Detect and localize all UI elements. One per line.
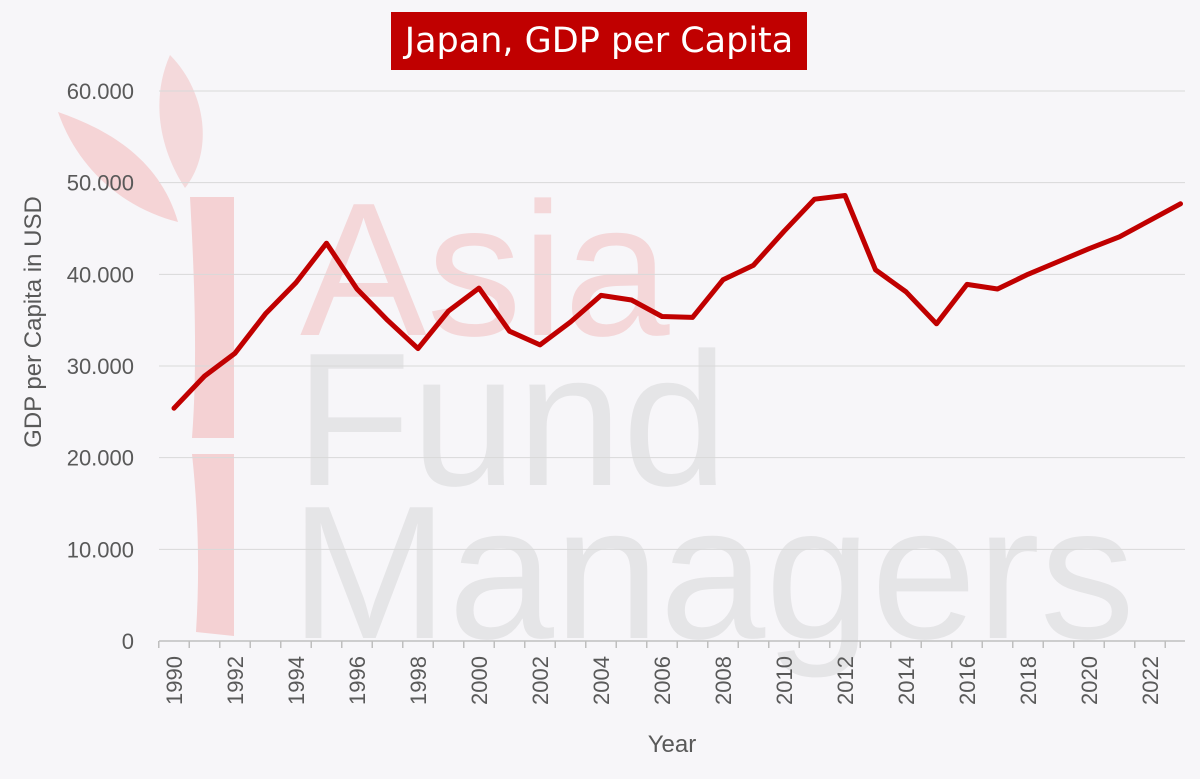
data-point [1056, 259, 1061, 264]
y-tick-label: 30.000 [67, 354, 134, 379]
x-tick-label: 2016 [955, 656, 980, 705]
watermark-managers: Managers [290, 467, 1135, 679]
data-point [507, 328, 512, 334]
data-point [1178, 201, 1183, 206]
data-point [720, 277, 726, 283]
series-line [171, 193, 1183, 411]
watermark-asia: Asia [300, 164, 670, 376]
series-layer [171, 193, 1183, 411]
x-tick-label: 2000 [467, 656, 492, 705]
data-point [812, 196, 817, 202]
data-point [568, 319, 573, 325]
data-point [324, 240, 329, 246]
data-point [690, 315, 695, 320]
data-point [781, 229, 787, 234]
data-point [476, 285, 482, 291]
data-point [171, 405, 177, 411]
x-tick-label: 2022 [1138, 656, 1163, 705]
y-tick-label: 40.000 [67, 262, 134, 287]
y-tick-label: 20.000 [67, 446, 134, 471]
x-tick-label: 2018 [1016, 656, 1041, 705]
data-point [842, 193, 848, 198]
data-point [354, 286, 360, 292]
x-tick-label: 1992 [223, 656, 248, 705]
data-point [232, 350, 238, 356]
x-tick-label: 2008 [711, 656, 736, 705]
data-point [415, 346, 421, 351]
data-point [964, 282, 970, 287]
data-point [873, 267, 878, 272]
data-point [598, 293, 604, 298]
x-axis-label: Year [648, 731, 697, 758]
data-point [1025, 272, 1031, 277]
data-point [537, 342, 543, 348]
data-point [1117, 234, 1122, 239]
data-point [202, 373, 207, 379]
gridlines [159, 90, 1185, 550]
data-point [629, 297, 634, 303]
x-tick-label: 2006 [650, 656, 675, 705]
x-tick-label: 2004 [589, 656, 614, 705]
x-tick-label: 2020 [1077, 656, 1102, 705]
data-point [934, 321, 939, 327]
watermark-fund: Fund [295, 314, 729, 526]
axes [158, 640, 1185, 648]
data-point [293, 280, 299, 285]
data-point [659, 314, 665, 319]
x-tick-label: 2014 [894, 656, 919, 705]
x-tick-label: 1990 [162, 656, 187, 705]
data-point [446, 308, 451, 314]
data-point [751, 262, 756, 268]
y-tick-label: 60.000 [67, 79, 134, 104]
tick-labels: 0 10.000 20.000 30.000 40.000 50.000 60.000 199… [67, 79, 1163, 705]
x-tick-label: 1996 [345, 656, 370, 705]
data-point [1086, 246, 1092, 251]
x-tick-label: 2002 [528, 656, 553, 705]
x-tick-label: 2012 [833, 656, 858, 705]
x-tick-label: 2010 [772, 656, 797, 705]
x-tick-label: 1994 [284, 656, 309, 705]
data-point [385, 317, 390, 323]
data-point [903, 289, 909, 294]
data-point [995, 286, 1000, 292]
x-tick-label: 1998 [406, 656, 431, 705]
y-tick-label: 50.000 [67, 171, 134, 196]
data-point [1147, 218, 1153, 223]
y-axis-label: GDP per Capita in USD [20, 196, 47, 448]
y-tick-label: 10.000 [67, 537, 134, 562]
data-point [263, 311, 268, 316]
chart-title: Japan, GDP per Capita [391, 12, 807, 70]
y-tick-label: 0 [122, 629, 134, 654]
